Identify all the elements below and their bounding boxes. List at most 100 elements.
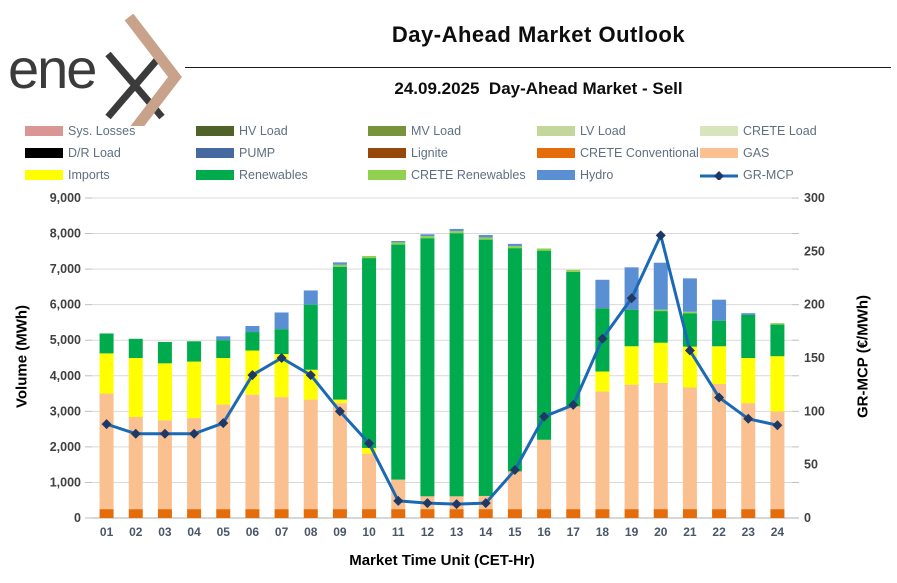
x-tick-label-19: 19 bbox=[625, 525, 639, 539]
bar-segment-hydro-h15 bbox=[507, 243, 522, 246]
bar-segment-crete-conventional-h19 bbox=[624, 509, 639, 518]
bar-segment-imports-h19 bbox=[624, 346, 639, 385]
legend-item-hv-load: HV Load bbox=[196, 123, 368, 138]
bar-segment-gas-h01 bbox=[99, 393, 114, 510]
legend-label-gr-mcp: GR-MCP bbox=[743, 167, 794, 182]
bar-segment-renewables-h05 bbox=[216, 340, 231, 358]
x-tick-label-20: 20 bbox=[654, 525, 668, 539]
gr-mcp-point-h16 bbox=[539, 411, 550, 422]
bar-segment-crete-conventional-h07 bbox=[274, 509, 289, 518]
legend-line-swatch-gr-mcp bbox=[700, 170, 738, 180]
bar-segment-gas-h16 bbox=[537, 439, 552, 510]
y-right-tick-label: 300 bbox=[804, 191, 825, 205]
bar-segment-crete-conventional-h21 bbox=[682, 509, 697, 518]
gr-mcp-point-h05 bbox=[218, 418, 229, 429]
bar-segment-renewables-h19 bbox=[624, 309, 639, 347]
gr-mcp-point-h19 bbox=[626, 293, 637, 304]
legend-label-crete-load: CRETE Load bbox=[743, 123, 817, 138]
bar-segment-imports-h18 bbox=[595, 371, 610, 392]
legend-swatch-sys-losses bbox=[25, 125, 63, 136]
x-tick-label-15: 15 bbox=[508, 525, 522, 539]
bar-segment-crete-renewables-h11 bbox=[391, 242, 406, 245]
legend-swatch-hydro bbox=[537, 169, 575, 180]
gr-mcp-point-h18 bbox=[597, 333, 608, 344]
gr-mcp-point-h06 bbox=[247, 370, 258, 381]
gridlines: 0 1,000 2,000 3,000 4,000 5,000 6,000 7,000 8,00… bbox=[50, 191, 825, 525]
legend-label-hv-load: HV Load bbox=[239, 123, 288, 138]
bar-segment-crete-conventional-h24 bbox=[770, 509, 785, 518]
enex-logo: ene bbox=[8, 14, 182, 126]
bar-segment-imports-h07 bbox=[274, 354, 289, 398]
bar-segment-renewables-h16 bbox=[537, 250, 552, 440]
legend-item-pump: PUMP bbox=[196, 145, 368, 160]
x-tick-label-07: 07 bbox=[275, 525, 289, 539]
bar-segment-renewables-h04 bbox=[187, 341, 202, 362]
x-tick-label-11: 11 bbox=[392, 525, 405, 539]
x-tick-label-21: 21 bbox=[683, 525, 697, 539]
legend-swatch-imports bbox=[25, 169, 63, 180]
bar-segment-imports-h22 bbox=[712, 346, 727, 384]
bar-segment-crete-conventional-h20 bbox=[653, 509, 668, 518]
gr-mcp-point-h10 bbox=[364, 438, 375, 449]
legend-swatch-pump bbox=[196, 147, 234, 158]
bar-segment-imports-h03 bbox=[157, 363, 172, 421]
legend-label-pump: PUMP bbox=[239, 145, 276, 160]
bar-segment-crete-conventional-h17 bbox=[566, 509, 581, 518]
x-axis-labels: 01 02 03 04 05 06 07 08 09 10 11 12 13 14 15 16 17 18 19 20… bbox=[100, 525, 785, 539]
bar-segment-crete-conventional-h05 bbox=[216, 509, 231, 518]
bar-segment-gas-h18 bbox=[595, 391, 610, 510]
bar-segment-imports-h04 bbox=[187, 361, 202, 419]
bar-segment-crete-conventional-h08 bbox=[303, 509, 318, 518]
legend-item-lv-load: LV Load bbox=[537, 123, 700, 138]
legend-swatch-lignite bbox=[368, 147, 406, 158]
bar-segment-imports-h20 bbox=[653, 342, 668, 383]
bar-segment-crete-conventional-h14 bbox=[478, 509, 493, 518]
bar-segment-gas-h08 bbox=[303, 399, 318, 510]
bar-segment-gas-h02 bbox=[128, 417, 143, 510]
gr-mcp-point-h03 bbox=[159, 428, 170, 439]
legend-item-d-r-load: D/R Load bbox=[25, 145, 196, 160]
chart-area: 0 1,000 2,000 3,000 4,000 5,000 6,000 7,000 8,00… bbox=[0, 188, 897, 553]
x-tick-label-04: 04 bbox=[187, 525, 201, 539]
bar-segment-gas-h15 bbox=[507, 471, 522, 510]
legend-item-mv-load: MV Load bbox=[368, 123, 537, 138]
bar-segment-crete-renewables-h13 bbox=[449, 231, 464, 234]
x-tick-label-22: 22 bbox=[712, 525, 726, 539]
bar-segment-hydro-h13 bbox=[449, 228, 464, 232]
gr-mcp-point-h17 bbox=[568, 399, 579, 410]
legend-label-renewables: Renewables bbox=[239, 167, 308, 182]
header-divider bbox=[185, 67, 891, 68]
legend-swatch-crete-conventional bbox=[537, 147, 575, 158]
gr-mcp-point-h22 bbox=[714, 392, 725, 403]
bar-segment-crete-conventional-h18 bbox=[595, 509, 610, 518]
legend-item-renewables: Renewables bbox=[196, 167, 368, 182]
bar-segment-imports-h24 bbox=[770, 356, 785, 412]
bar-segment-crete-conventional-h03 bbox=[157, 509, 172, 518]
y-right-tick-label: 150 bbox=[804, 351, 825, 365]
bar-segment-crete-conventional-h16 bbox=[537, 509, 552, 518]
x-tick-label-08: 08 bbox=[304, 525, 318, 539]
bar-segment-imports-h02 bbox=[128, 358, 143, 418]
bar-segment-renewables-h07 bbox=[274, 329, 289, 355]
bar-segment-crete-conventional-h02 bbox=[128, 509, 143, 518]
bar-segment-renewables-h17 bbox=[566, 271, 581, 407]
legend-swatch-gas bbox=[700, 147, 738, 158]
legend-item-hydro: Hydro bbox=[537, 167, 700, 182]
y-left-tick-label: 3,000 bbox=[50, 404, 81, 418]
bar-segment-renewables-h14 bbox=[478, 239, 493, 496]
legend-swatch-d-r-load bbox=[25, 147, 63, 158]
x-tick-label-03: 03 bbox=[158, 525, 172, 539]
bar-segment-crete-renewables-h14 bbox=[478, 237, 493, 240]
bar-segment-gas-h19 bbox=[624, 384, 639, 510]
y-left-tick-label: 9,000 bbox=[50, 191, 81, 205]
bar-segment-renewables-h10 bbox=[362, 258, 377, 448]
bar-segment-crete-renewables-h15 bbox=[507, 246, 522, 249]
gr-mcp-point-h20 bbox=[655, 230, 666, 241]
legend-swatch-renewables bbox=[196, 169, 234, 180]
x-tick-label-01: 01 bbox=[100, 525, 114, 539]
y-right-tick-label: 0 bbox=[804, 511, 811, 525]
x-tick-label-05: 05 bbox=[217, 525, 231, 539]
bar-segment-crete-renewables-h10 bbox=[362, 255, 377, 259]
y-axis-left-title: Volume (MWh) bbox=[13, 304, 31, 409]
gr-mcp-point-h21 bbox=[684, 345, 695, 356]
